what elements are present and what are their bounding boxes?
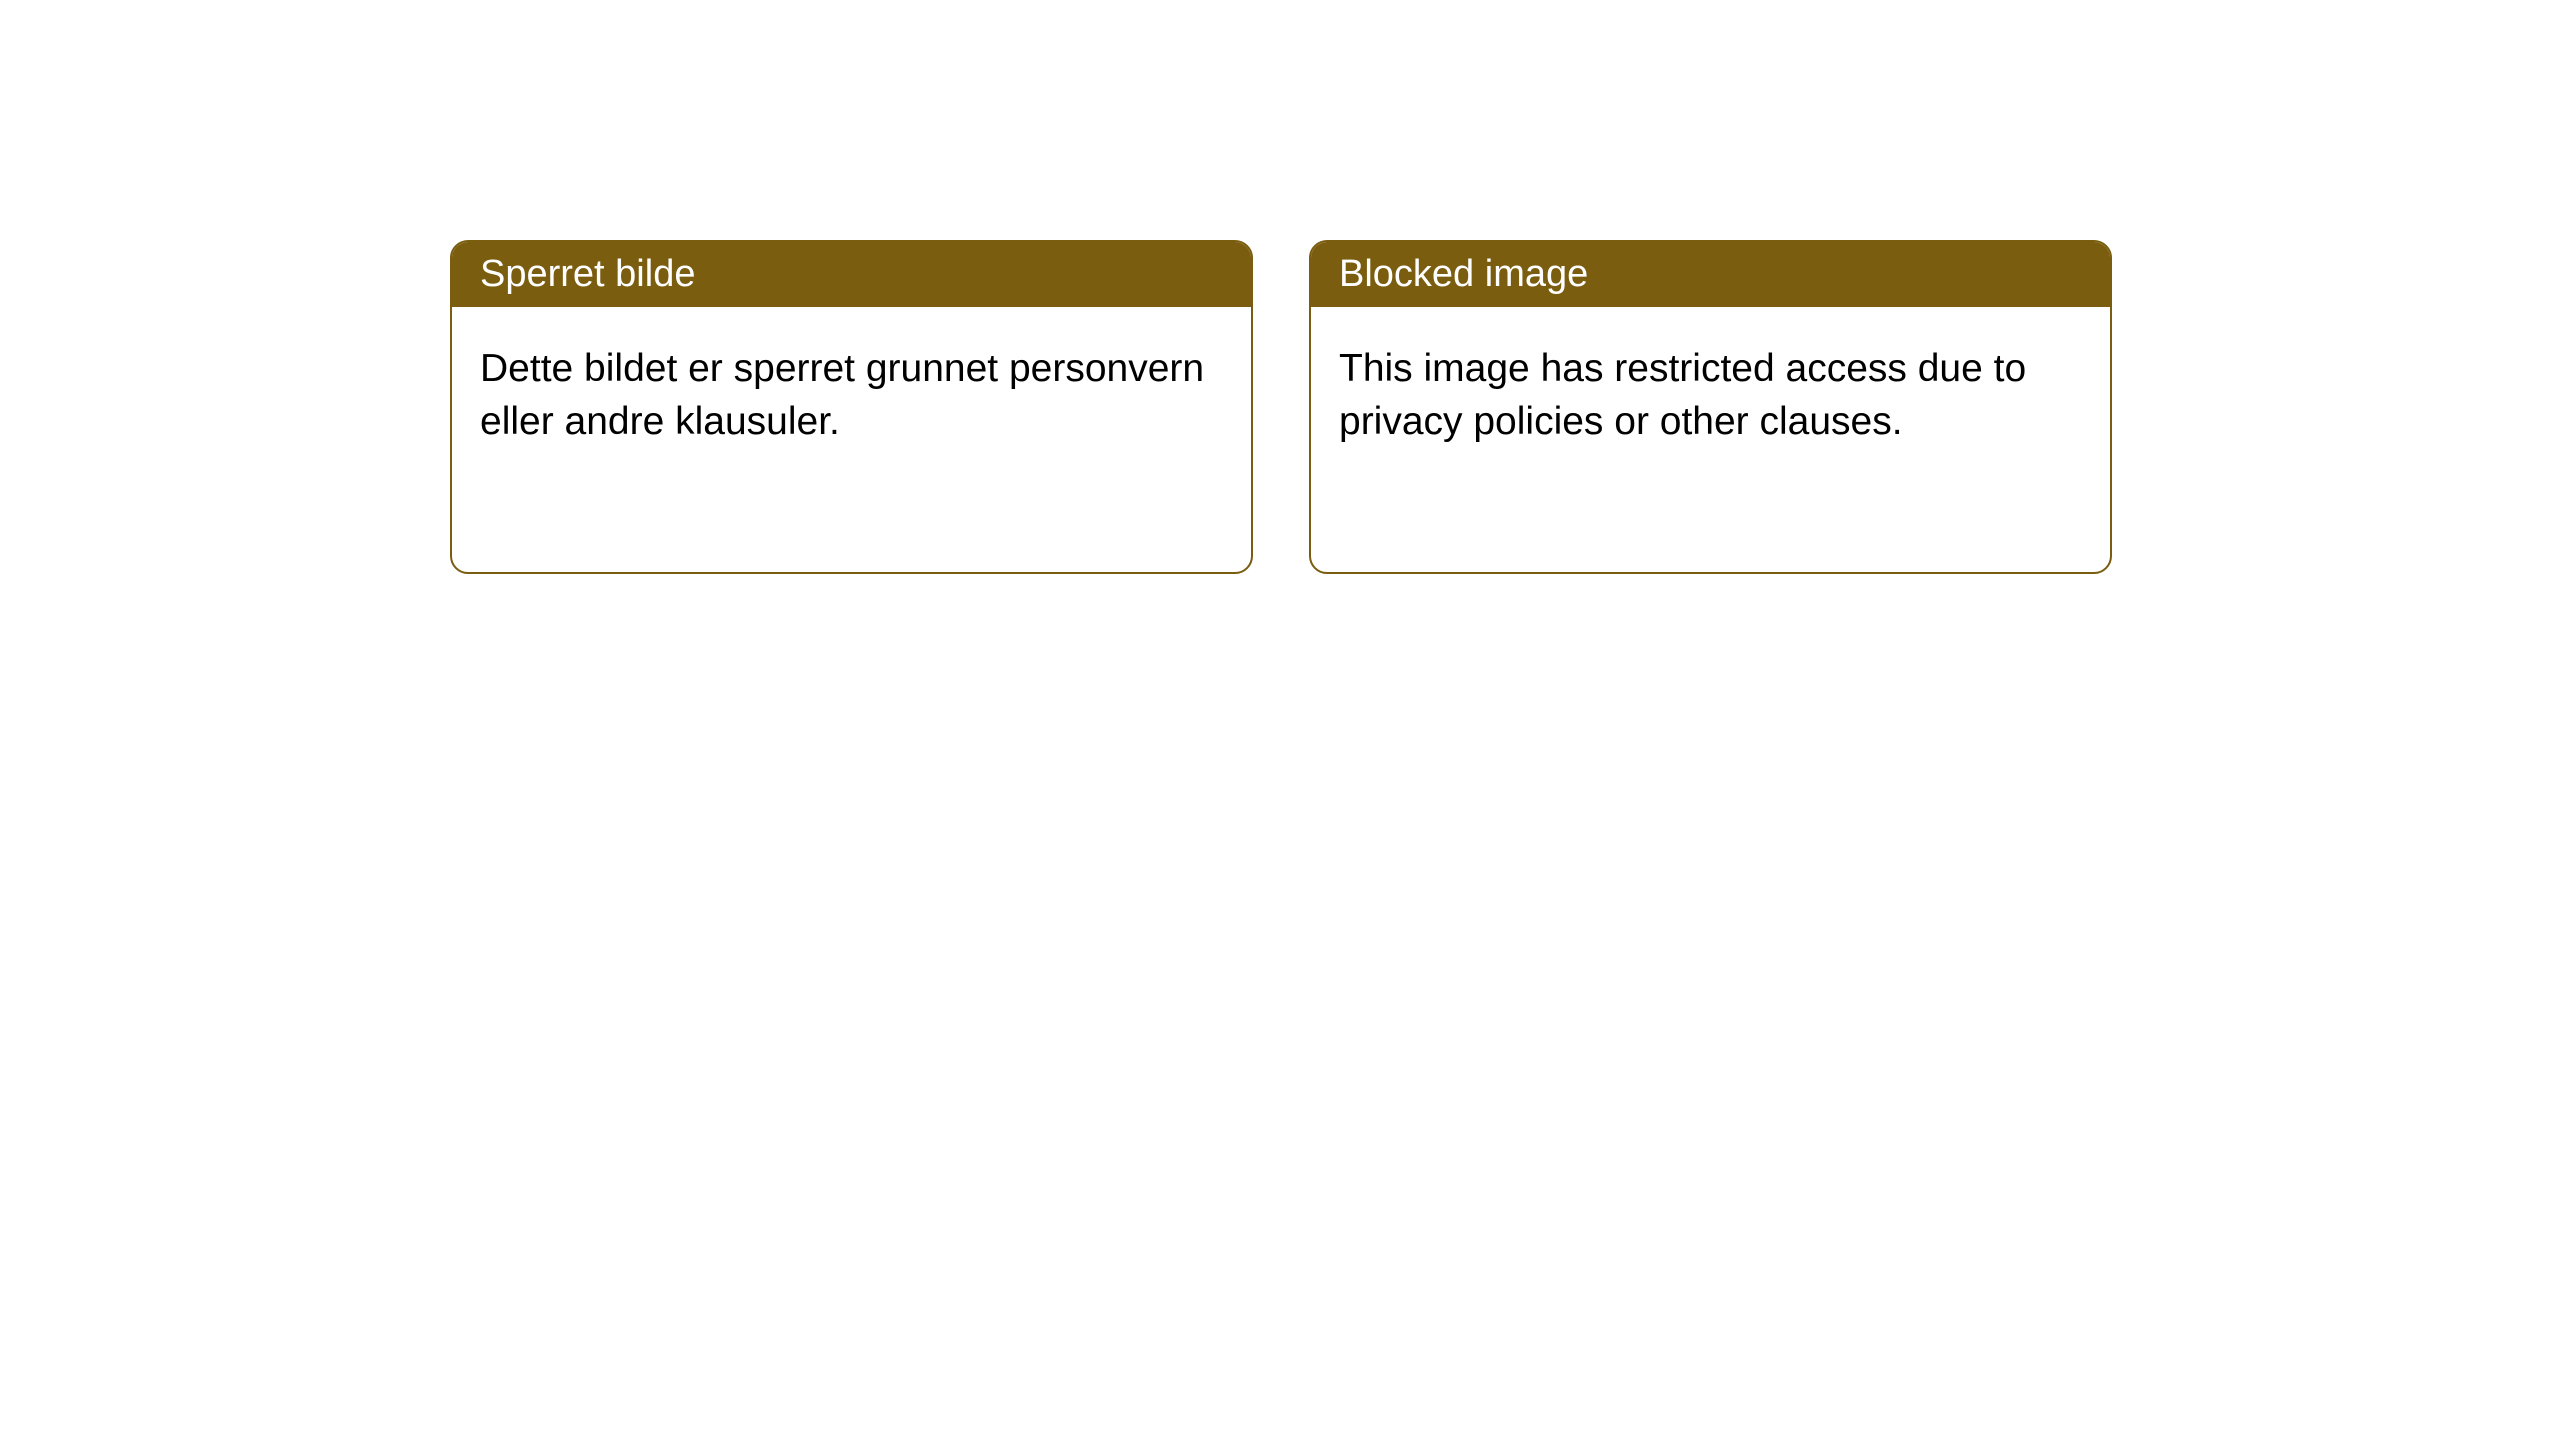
card-body-text: This image has restricted access due to … bbox=[1339, 347, 2026, 443]
card-header: Sperret bilde bbox=[452, 242, 1251, 307]
card-title: Sperret bilde bbox=[480, 253, 695, 295]
notice-card-norwegian: Sperret bilde Dette bildet er sperret gr… bbox=[450, 240, 1253, 574]
notice-container: Sperret bilde Dette bildet er sperret gr… bbox=[0, 0, 2560, 574]
card-header: Blocked image bbox=[1311, 242, 2110, 307]
notice-card-english: Blocked image This image has restricted … bbox=[1309, 240, 2112, 574]
card-body: Dette bildet er sperret grunnet personve… bbox=[452, 307, 1251, 484]
card-title: Blocked image bbox=[1339, 253, 1588, 295]
card-body: This image has restricted access due to … bbox=[1311, 307, 2110, 484]
card-body-text: Dette bildet er sperret grunnet personve… bbox=[480, 347, 1204, 443]
